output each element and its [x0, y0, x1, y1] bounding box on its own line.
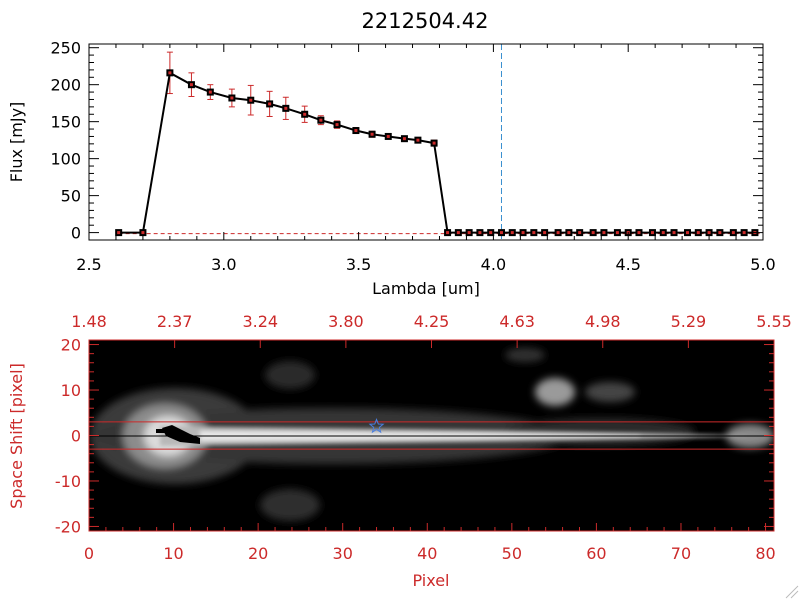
data-point-center [543, 231, 547, 235]
data-point-center [386, 134, 390, 138]
data-point-center [303, 112, 307, 116]
pixel-tick-label: 70 [671, 544, 691, 563]
image-xlabel: Pixel [412, 571, 449, 590]
image-overlays [89, 418, 774, 450]
spectrum-ylabel: Flux [mJy] [7, 102, 26, 183]
spectrum-frame [88, 43, 764, 241]
data-point-center [637, 231, 641, 235]
wavelength-tick-label: 5.29 [671, 312, 707, 331]
plot-title: 2212504.42 [362, 9, 489, 33]
data-point-center [686, 231, 690, 235]
data-point-center [567, 231, 571, 235]
data-point-center [432, 141, 436, 145]
data-point-center [249, 98, 253, 102]
data-point-center [141, 231, 145, 235]
data-point-center [602, 231, 606, 235]
data-point-center [661, 231, 665, 235]
data-point-center [189, 83, 193, 87]
wavelength-tick-label: 1.48 [71, 312, 107, 331]
data-point-center [268, 102, 272, 106]
wavelength-tick-label: 5.55 [756, 312, 792, 331]
data-point-center [354, 129, 358, 133]
data-point-center [650, 231, 654, 235]
data-point-center [731, 231, 735, 235]
shift-tick-label: -10 [55, 472, 81, 491]
wavelength-tick-label: 3.80 [328, 312, 364, 331]
spectrum-axes: 2.5 3.0 3.5 4.0 4.5 5.0 0 50 100 150 200 250 [50, 39, 775, 274]
data-point-center [117, 231, 121, 235]
data-point-center [168, 71, 172, 75]
data-point-center [456, 231, 460, 235]
pixel-tick-label: 50 [502, 544, 522, 563]
data-point-center [446, 231, 450, 235]
pixel-tick-label: 30 [333, 544, 353, 563]
wavelength-tick-label: 4.63 [499, 312, 535, 331]
data-point-center [416, 138, 420, 142]
data-point-center [696, 231, 700, 235]
pixel-tick-label: 10 [163, 544, 183, 563]
data-point-center [615, 231, 619, 235]
image-ylabel: Space Shift [pixel] [7, 363, 26, 509]
data-point-center [230, 96, 234, 100]
data-point-center [578, 231, 582, 235]
data-point-center [707, 231, 711, 235]
star-marker-icon [368, 418, 385, 434]
y-tick-label: 200 [50, 76, 81, 95]
data-point-center [402, 137, 406, 141]
x-tick-label: 3.5 [346, 255, 371, 274]
pixel-tick-label: 60 [586, 544, 606, 563]
data-point-center [499, 231, 503, 235]
flux-series-line [118, 71, 755, 234]
shift-tick-label: -20 [55, 517, 81, 536]
data-point-center [335, 123, 339, 127]
wavelength-tick-label: 2.37 [157, 312, 193, 331]
spectrum-xlabel: Lambda [um] [372, 279, 480, 298]
y-tick-label: 100 [50, 150, 81, 169]
x-tick-label: 2.5 [76, 255, 101, 274]
spectrum-image-panel: 0 10 20 30 40 50 60 70 80 1.48 2.37 3.24 3.80 4.25 4.6… [7, 312, 792, 590]
data-point-center [319, 118, 323, 122]
wavelength-tick-label: 4.25 [414, 312, 450, 331]
data-point-center [478, 231, 482, 235]
pixel-tick-label: 80 [755, 544, 775, 563]
data-point-center [532, 231, 536, 235]
data-point-center [510, 231, 514, 235]
data-point-center [718, 231, 722, 235]
y-tick-label: 250 [50, 39, 81, 58]
shift-tick-label: 20 [61, 336, 81, 355]
pixel-tick-label: 40 [417, 544, 437, 563]
y-tick-label: 0 [71, 224, 81, 243]
data-point-center [467, 231, 471, 235]
data-point-center [489, 231, 493, 235]
x-tick-label: 3.0 [211, 255, 236, 274]
x-tick-label: 4.0 [481, 255, 506, 274]
data-point-center [742, 231, 746, 235]
pixel-tick-label: 20 [248, 544, 268, 563]
data-point-center [208, 90, 212, 94]
data-point-center [521, 231, 525, 235]
spectrum-panel: 2.5 3.0 3.5 4.0 4.5 5.0 0 50 100 150 200 250 Lambda… [7, 39, 776, 298]
resize-grip-icon[interactable] [785, 585, 799, 599]
image-axes: 0 10 20 30 40 50 60 70 80 1.48 2.37 3.24 3.80 4.25 4.6… [55, 312, 792, 563]
image-raster [89, 340, 774, 531]
spectrum-data-layer [115, 44, 763, 240]
data-point-center [556, 231, 560, 235]
shift-tick-label: 0 [71, 427, 81, 446]
y-tick-label: 50 [61, 187, 81, 206]
y-tick-label: 150 [50, 113, 81, 132]
wavelength-tick-label: 4.98 [585, 312, 621, 331]
pixel-tick-label: 0 [84, 544, 94, 563]
data-point-center [591, 231, 595, 235]
x-tick-label: 4.5 [615, 255, 640, 274]
data-point-center [284, 106, 288, 110]
x-tick-label: 5.0 [750, 255, 775, 274]
shift-tick-label: 10 [61, 381, 81, 400]
wavelength-tick-label: 3.24 [242, 312, 278, 331]
data-point-center [672, 231, 676, 235]
data-point-center [370, 132, 374, 136]
